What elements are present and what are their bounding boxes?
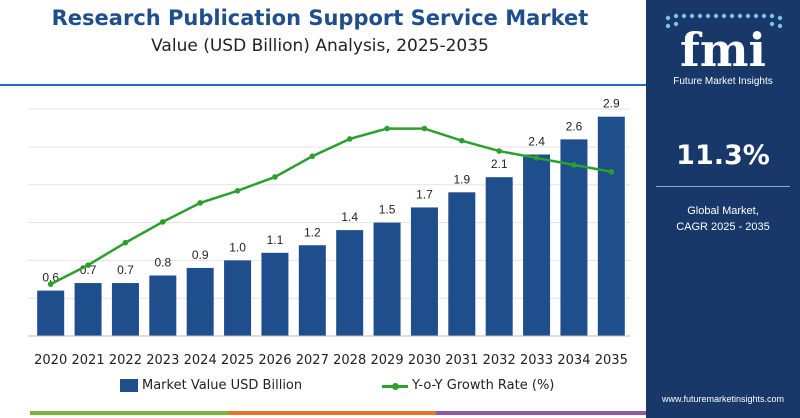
growth-rate-point-2031 — [459, 137, 465, 144]
bar-value-label-2023: 0.8 — [154, 256, 171, 270]
growth-rate-point-2032 — [496, 148, 502, 154]
cagr-label: Global Market, CAGR 2025 - 2035 — [646, 203, 800, 235]
bar-2021 — [74, 283, 102, 336]
bar-value-label-2034: 2.6 — [566, 119, 583, 133]
x-tick-label-2032: 2032 — [483, 353, 516, 368]
bar-2024 — [186, 267, 214, 336]
legend-label-bar: Market Value USD Billion — [142, 378, 303, 393]
bar-2022 — [111, 283, 139, 336]
website-url: www.futuremarketinsights.com — [661, 394, 785, 404]
bar-value-label-2022: 0.7 — [117, 263, 134, 277]
bar-value-label-2027: 1.2 — [304, 225, 321, 239]
bar-2028 — [336, 230, 364, 336]
fmi-logo: fmi — [665, 13, 783, 72]
bar-2033 — [523, 154, 551, 336]
x-tick-label-2028: 2028 — [333, 353, 366, 368]
logo-dots — [665, 13, 783, 29]
chart-subtitle: Value (USD Billion) Analysis, 2025-2035 — [151, 36, 489, 56]
bar-value-label-2033: 2.4 — [528, 135, 545, 149]
x-tick-label-2022: 2022 — [109, 353, 142, 368]
bar-2034 — [560, 139, 588, 336]
cagr-label-line1: Global Market, — [687, 205, 759, 217]
growth-rate-line — [50, 127, 612, 286]
growth-rate-point-2024 — [197, 200, 203, 206]
bar-value-label-2026: 1.1 — [267, 233, 284, 247]
growth-rate-point-2022 — [122, 239, 129, 246]
legend-label-line: Y-o-Y Growth Rate (%) — [412, 378, 555, 393]
x-tick-label-2035: 2035 — [595, 353, 628, 368]
bar-2025 — [224, 260, 252, 336]
legend-swatch-bar — [120, 379, 138, 392]
cagr-label-line2: CAGR 2025 - 2035 — [676, 221, 770, 233]
chart-title: Research Publication Support Service Mar… — [51, 6, 589, 30]
logo-text: fmi — [680, 23, 766, 72]
bar-2032 — [485, 177, 513, 336]
bar-2020 — [37, 290, 65, 336]
x-tick-label-2026: 2026 — [258, 353, 291, 368]
side-panel: fmi Future Market Insights 11.3% Global … — [646, 0, 800, 418]
bar-value-label-2029: 1.5 — [379, 203, 396, 217]
bar-2035 — [597, 116, 625, 336]
growth-rate-point-2025 — [234, 188, 241, 194]
x-tick-label-2031: 2031 — [445, 353, 478, 368]
growth-rate-point-2035 — [608, 168, 615, 175]
bar-2023 — [149, 275, 177, 336]
bar-value-label-2024: 0.9 — [192, 248, 209, 262]
x-tick-label-2021: 2021 — [72, 353, 105, 368]
growth-rate-point-2033 — [533, 155, 540, 161]
bar-2027 — [298, 245, 326, 336]
bar-2029 — [373, 222, 401, 336]
legend-item-bar: Market Value USD Billion — [120, 378, 302, 393]
x-tick-label-2033: 2033 — [520, 353, 553, 368]
growth-rate-point-2028 — [346, 136, 353, 142]
bar-value-label-2030: 1.7 — [416, 187, 433, 201]
chart-plot: 0.620200.720210.720220.820230.920241.020… — [28, 97, 630, 368]
x-tick-label-2030: 2030 — [408, 353, 441, 368]
growth-rate-point-2027 — [309, 153, 316, 160]
growth-rate-point-2021 — [85, 262, 91, 268]
x-tick-label-2034: 2034 — [557, 353, 590, 368]
x-tick-label-2024: 2024 — [184, 353, 217, 368]
bar-2030 — [410, 207, 438, 336]
x-tick-label-2029: 2029 — [371, 353, 404, 368]
growth-rate-point-2026 — [272, 174, 278, 180]
cagr-value: 11.3% — [676, 140, 770, 171]
chart-legend: Market Value USD Billion Y-o-Y Growth Ra… — [0, 376, 646, 398]
bar-2026 — [261, 252, 289, 336]
bar-value-label-2032: 2.1 — [491, 157, 508, 171]
bar-2031 — [448, 192, 476, 336]
growth-rate-point-2023 — [160, 219, 166, 225]
logo-subtitle: Future Market Insights — [673, 76, 773, 87]
x-tick-label-2027: 2027 — [296, 353, 329, 368]
bar-value-label-2028: 1.4 — [341, 210, 358, 224]
x-tick-label-2020: 2020 — [34, 353, 67, 368]
growth-rate-point-2034 — [571, 162, 577, 168]
legend-swatch-line — [382, 379, 408, 393]
bar-value-label-2031: 1.9 — [453, 172, 470, 186]
bar-value-label-2025: 1.0 — [229, 240, 246, 254]
growth-rate-point-2029 — [384, 125, 390, 132]
title-divider — [0, 84, 646, 86]
growth-rate-point-2020 — [47, 281, 54, 287]
x-tick-label-2023: 2023 — [146, 353, 179, 368]
bottom-color-strip — [30, 411, 646, 415]
legend-item-line: Y-o-Y Growth Rate (%) — [382, 378, 554, 393]
cagr-divider — [656, 186, 790, 187]
bar-value-label-2035: 2.9 — [603, 97, 620, 111]
growth-rate-point-2030 — [421, 125, 428, 132]
x-tick-label-2025: 2025 — [221, 353, 254, 368]
